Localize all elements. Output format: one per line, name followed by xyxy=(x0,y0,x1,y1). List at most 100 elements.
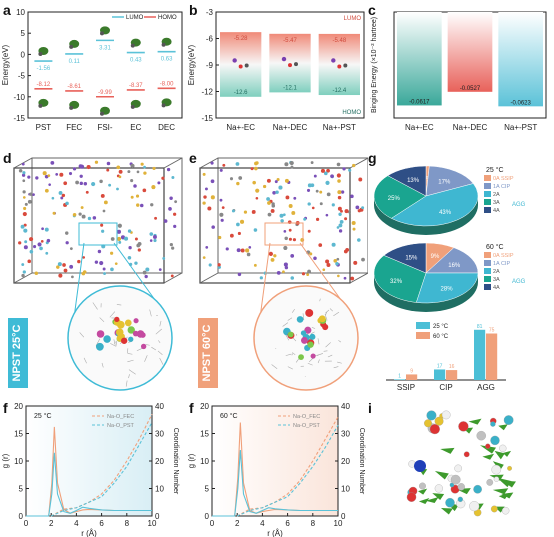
orbital-atom xyxy=(100,111,104,116)
solvent-atom xyxy=(267,201,271,205)
solvent-atom xyxy=(102,267,106,271)
legend-label: 60 °C xyxy=(433,334,449,340)
solvent-atom xyxy=(306,273,310,277)
molecule-structure-image xyxy=(406,410,516,517)
cluster-atom xyxy=(296,316,304,323)
legend-label: Na-O_PST xyxy=(107,423,135,429)
pie-slice-label: 9% xyxy=(431,254,440,260)
zoom-bond xyxy=(99,317,105,323)
x-tick-label: Na+-EC xyxy=(226,123,255,132)
energy-value-label: -1.56 xyxy=(37,66,51,72)
legend-swatch xyxy=(484,260,491,266)
solvent-atom xyxy=(219,212,224,217)
energy-value-label: -8.12 xyxy=(37,82,51,88)
zoom-bond xyxy=(333,311,340,317)
chart-h-solvation-distribution: 1% 17% 43% 25% 13% 25 °C 0A SSIP 1A CIP 2A 3A 4A AG… xyxy=(373,165,526,392)
solvent-atom xyxy=(142,270,147,275)
panel-letter-b: b xyxy=(189,2,198,18)
pie-slice xyxy=(373,255,427,303)
zoom-bond xyxy=(282,322,289,327)
solvent-atom xyxy=(331,203,335,207)
solvent-atom xyxy=(71,275,74,279)
x-tick-label: CIP xyxy=(439,383,452,392)
mol-atom xyxy=(281,56,287,62)
solvent-atom xyxy=(24,202,28,206)
solvent-atom xyxy=(134,237,138,241)
zoom-bond xyxy=(79,332,85,338)
solvent-atom xyxy=(65,231,69,235)
panel-letter-a: a xyxy=(3,2,11,18)
solvent-atom xyxy=(63,268,68,273)
solvent-atom xyxy=(103,272,107,275)
solvent-atom xyxy=(274,180,278,184)
solvent-atom xyxy=(128,246,132,250)
x-tick-label: 8 xyxy=(311,519,316,528)
solvent-atom xyxy=(211,225,215,229)
x-axis-label: r (Å) xyxy=(81,529,97,537)
homo-value-label: -12.4 xyxy=(332,88,346,94)
energy-value-label: 3.31 xyxy=(99,45,111,51)
panel-letter-g: f xyxy=(189,400,194,416)
x-tick-label: Na+-EC xyxy=(405,123,434,132)
solvent-atom xyxy=(315,189,319,193)
solvent-atom xyxy=(283,245,288,251)
legend-label: 4A xyxy=(493,208,500,214)
solvent-atom xyxy=(174,200,178,204)
interaction-surface xyxy=(482,453,495,460)
solvent-atom xyxy=(68,172,73,176)
solvent-atom xyxy=(331,242,336,247)
cluster-atom xyxy=(310,353,316,359)
solvent-atom xyxy=(335,262,339,266)
energy-gap-bar xyxy=(269,33,311,93)
solvent-atom xyxy=(94,160,99,164)
solvent-atom xyxy=(310,161,314,164)
solvent-atom xyxy=(325,213,329,217)
solvent-atom xyxy=(310,183,315,188)
zoom-bond xyxy=(338,340,342,343)
y-axis-label: Energy(eV) xyxy=(187,44,196,85)
solvent-atom xyxy=(42,171,47,176)
solvent-atom xyxy=(23,245,28,250)
solvent-atom xyxy=(58,191,63,195)
cluster-atom xyxy=(95,342,104,351)
legend-label: 4A xyxy=(493,285,500,291)
sim-e-label-text: NPST 60°C xyxy=(201,324,213,382)
solvent-atom xyxy=(270,209,275,213)
solvent-atom xyxy=(18,241,22,245)
legend-label: 3A xyxy=(493,200,500,206)
solvent-atom xyxy=(325,259,330,264)
solvent-atom xyxy=(301,272,306,276)
solvent-atom xyxy=(306,188,311,192)
solvent-atom xyxy=(222,163,226,167)
zoom-bond xyxy=(325,309,330,314)
solvent-atom xyxy=(268,251,273,256)
solvent-atom xyxy=(114,262,118,266)
cluster-atom xyxy=(318,315,326,323)
legend-label: 3A xyxy=(493,277,500,283)
solvent-atom xyxy=(130,195,134,199)
y-tick-label: -5 xyxy=(18,72,26,81)
solvent-atom xyxy=(100,193,105,198)
cluster-atom xyxy=(96,330,105,338)
solvent-atom xyxy=(86,164,91,170)
orbital-atom xyxy=(38,52,43,57)
solvent-atom xyxy=(23,206,27,211)
distribution-bar xyxy=(406,374,418,380)
solvent-atom xyxy=(344,217,348,221)
zoom-bond xyxy=(158,340,161,343)
solvent-atom xyxy=(50,161,55,165)
solvent-atom xyxy=(283,230,287,233)
solvent-atom xyxy=(57,262,62,267)
zoom-bond xyxy=(144,355,148,362)
solvent-atom xyxy=(270,257,275,262)
solvent-atom xyxy=(106,161,111,166)
solvent-atom xyxy=(97,249,102,254)
molecule-atom xyxy=(491,464,502,475)
solvent-atom xyxy=(91,182,96,187)
molecule-atom xyxy=(419,482,426,490)
pie-slice xyxy=(415,272,479,304)
solvent-atom xyxy=(340,190,345,194)
distribution-bar xyxy=(434,369,446,380)
zoom-bond xyxy=(159,320,162,327)
solvent-atom xyxy=(134,261,138,265)
